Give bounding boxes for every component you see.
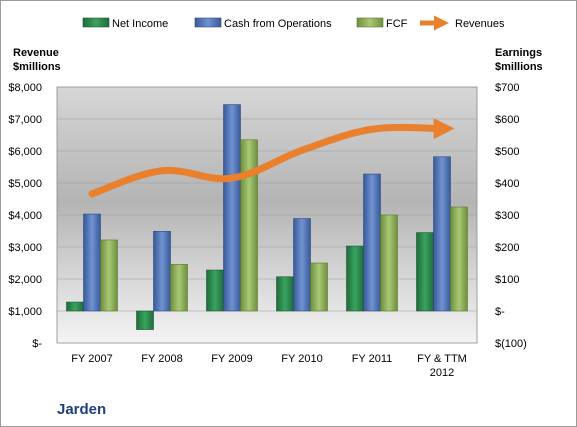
bar-cash-from-operations bbox=[433, 156, 451, 312]
legend-swatch-cash-from-operations bbox=[194, 17, 222, 28]
bar-fcf bbox=[100, 239, 118, 312]
left-axis-title-line1: Revenue bbox=[13, 47, 59, 59]
legend-label-fcf: FCF bbox=[386, 18, 408, 30]
right-axis-tick-label: $(100) bbox=[495, 338, 527, 350]
right-axis-ticks: $(100) $- $100 $200 $300 $400 $500 $600 $700 bbox=[495, 82, 527, 350]
right-axis-tick-label: $- bbox=[495, 306, 505, 318]
right-axis-tick-label: $600 bbox=[495, 114, 519, 126]
bar-net-income bbox=[276, 276, 294, 312]
bars bbox=[66, 104, 468, 330]
bar-fcf bbox=[240, 139, 258, 312]
right-axis-title-line1: Earnings bbox=[495, 47, 542, 59]
left-axis-tick-label: $- bbox=[32, 338, 42, 350]
bar-fcf bbox=[450, 206, 468, 312]
left-axis-title-line2: $millions bbox=[13, 61, 61, 73]
x-axis-tick-label: FY 2008 bbox=[141, 353, 182, 365]
left-axis-tick-label: $4,000 bbox=[8, 210, 42, 222]
left-axis-tick-label: $1,000 bbox=[8, 306, 42, 318]
company-name: Jarden bbox=[57, 401, 106, 418]
bar-net-income bbox=[416, 232, 434, 312]
x-axis-tick-label: FY 2009 bbox=[211, 353, 252, 365]
legend-swatch-fcf bbox=[356, 17, 384, 28]
legend-label-revenues: Revenues bbox=[455, 18, 505, 30]
bar-cash-from-operations bbox=[363, 173, 381, 312]
x-axis-labels: FY 2007 FY 2008 FY 2009 FY 2010 FY 2011 FY & … bbox=[71, 353, 467, 379]
x-axis-tick-label: FY 2010 bbox=[281, 353, 322, 365]
right-axis-tick-label: $400 bbox=[495, 178, 519, 190]
left-axis-tick-label: $8,000 bbox=[8, 82, 42, 94]
legend-label-net-income: Net Income bbox=[112, 18, 168, 30]
bar-net-income bbox=[206, 269, 224, 312]
left-axis-tick-label: $2,000 bbox=[8, 274, 42, 286]
bar-fcf bbox=[310, 262, 328, 312]
right-axis-tick-label: $700 bbox=[495, 82, 519, 94]
bar-cash-from-operations bbox=[83, 213, 101, 312]
left-axis-ticks: $- $1,000 $2,000 $3,000 $4,000 $5,000 $6,000 $7… bbox=[8, 82, 42, 350]
bar-net-income bbox=[346, 245, 364, 312]
legend-swatch-net-income bbox=[82, 17, 110, 28]
bar-net-income bbox=[136, 310, 154, 330]
left-axis-tick-label: $7,000 bbox=[8, 114, 42, 126]
left-axis-tick-label: $6,000 bbox=[8, 146, 42, 158]
revenue-line bbox=[88, 118, 455, 198]
right-axis-tick-label: $300 bbox=[495, 210, 519, 222]
bar-fcf bbox=[380, 214, 398, 312]
bar-cash-from-operations bbox=[293, 218, 311, 312]
x-axis-tick-label: FY & TTM 2012 bbox=[417, 353, 467, 379]
bar-cash-from-operations bbox=[223, 104, 241, 312]
x-axis-tick-label: FY 2007 bbox=[71, 353, 112, 365]
right-axis-tick-label: $500 bbox=[495, 146, 519, 158]
right-axis-tick-label: $100 bbox=[495, 274, 519, 286]
left-axis-tick-label: $3,000 bbox=[8, 242, 42, 254]
x-axis-tick-label: FY 2011 bbox=[352, 353, 393, 365]
left-axis-tick-label: $5,000 bbox=[8, 178, 42, 190]
right-axis-tick-label: $200 bbox=[495, 242, 519, 254]
legend: Net Income Cash from Operations FCF Reve… bbox=[82, 15, 505, 31]
revenue-line-group bbox=[88, 118, 455, 198]
legend-label-cash-from-operations: Cash from Operations bbox=[224, 18, 332, 30]
bar-cash-from-operations bbox=[153, 231, 171, 312]
bar-fcf bbox=[170, 263, 188, 312]
right-axis-title-line2: $millions bbox=[495, 61, 543, 73]
bar-net-income bbox=[66, 301, 84, 312]
